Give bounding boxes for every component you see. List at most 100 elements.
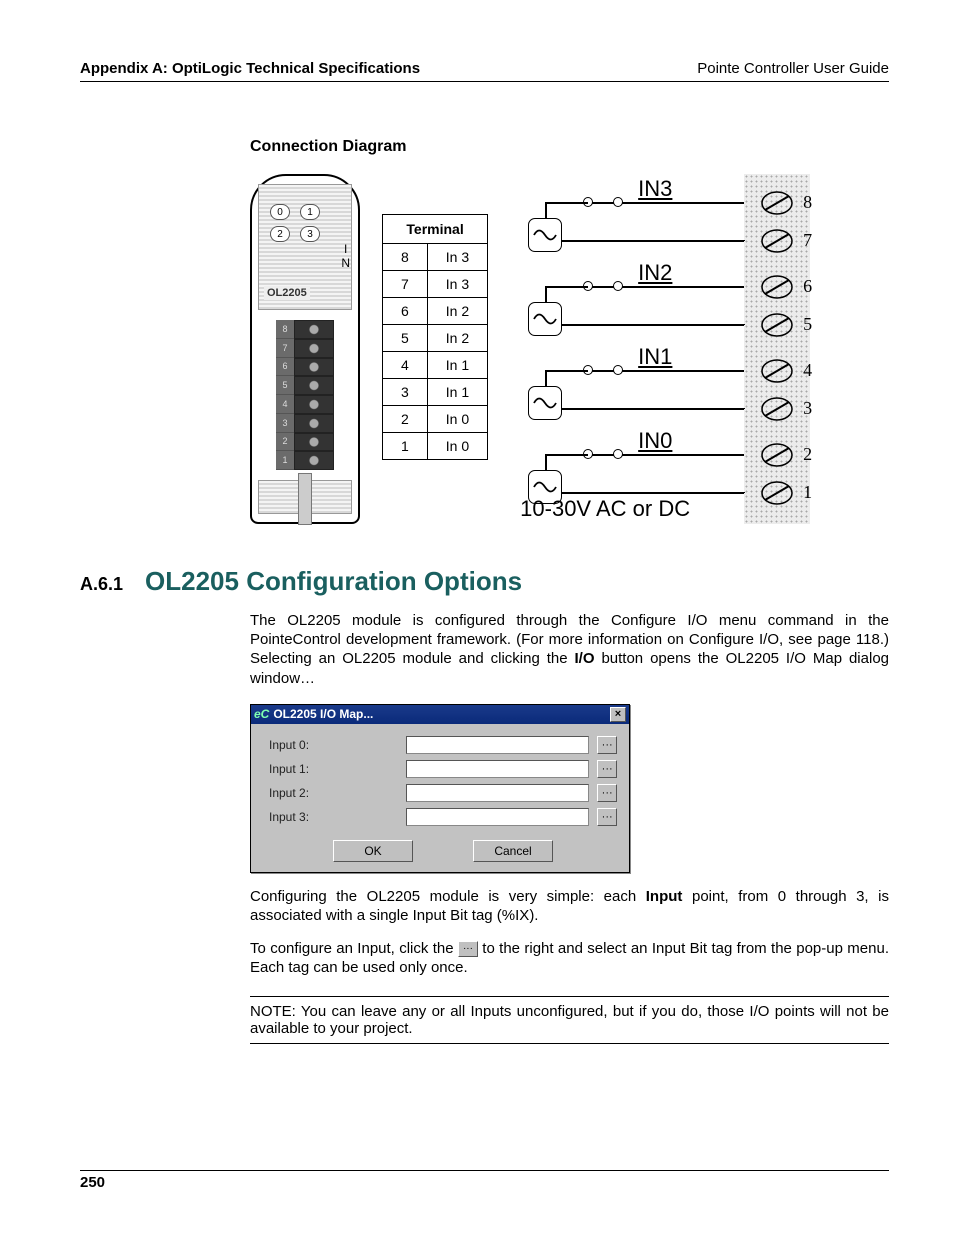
header-right: Pointe Controller User Guide xyxy=(697,60,889,77)
module-screw xyxy=(294,320,334,339)
module-screw xyxy=(294,395,334,414)
input-field-3[interactable] xyxy=(406,808,589,826)
wiring-screw-number: 4 xyxy=(803,360,812,381)
module-product-label: OL2205 xyxy=(264,286,310,300)
note-box: NOTE: You can leave any or all Inputs un… xyxy=(250,996,889,1044)
input-label-1: Input 1: xyxy=(269,762,398,776)
dialog-input-row: Input 2:··· xyxy=(269,784,617,802)
wire-node xyxy=(613,449,623,459)
wiring-screw xyxy=(760,228,794,254)
module-screw xyxy=(294,339,334,358)
dialog-input-row: Input 0: ··· xyxy=(269,736,617,754)
table-row: 6In 2 xyxy=(383,298,488,325)
wiring-screw-number: 6 xyxy=(803,276,812,297)
table-row: 4In 1 xyxy=(383,352,488,379)
browse-button[interactable]: ··· xyxy=(597,808,617,826)
wiring-screw-number: 1 xyxy=(803,482,812,503)
table-cell: 1 xyxy=(383,433,428,460)
wiring-screw-number: 8 xyxy=(803,192,812,213)
table-cell: In 2 xyxy=(427,298,487,325)
table-row: 8In 3 xyxy=(383,244,488,271)
module-graphic: 0 1 2 3 IN OL2205 87654321 xyxy=(250,174,360,524)
wiring-screw-number: 3 xyxy=(803,398,812,419)
module-terminal-num: 8 xyxy=(276,320,294,339)
input-label: IN3 xyxy=(638,176,672,202)
paragraph-1: The OL2205 module is configured through … xyxy=(250,611,889,688)
wire-node xyxy=(613,365,623,375)
module-terminal-block: 87654321 xyxy=(276,320,334,470)
input-field-2[interactable] xyxy=(406,784,589,802)
browse-button[interactable]: ··· xyxy=(597,736,617,754)
table-cell: In 0 xyxy=(427,406,487,433)
table-cell: 4 xyxy=(383,352,428,379)
wiring-screw-number: 7 xyxy=(803,230,812,251)
browse-button[interactable]: ··· xyxy=(597,760,617,778)
wiring-screw xyxy=(760,442,794,468)
ac-source-icon xyxy=(528,386,562,420)
input-field-0[interactable] xyxy=(406,736,589,754)
module-leds: 0 1 2 3 xyxy=(270,204,324,242)
wire-node xyxy=(613,281,623,291)
terminal-strip xyxy=(744,174,810,524)
led-0: 0 xyxy=(270,204,290,220)
table-row: 3In 1 xyxy=(383,379,488,406)
table-cell: 5 xyxy=(383,325,428,352)
terminal-table: Terminal 8In 37In 36In 25In 24In 13In 12… xyxy=(382,214,488,460)
terminal-table-header: Terminal xyxy=(383,215,488,244)
module-terminal-num: 3 xyxy=(276,414,294,433)
header-left: Appendix A: OptiLogic Technical Specific… xyxy=(80,60,420,77)
dialog-icon: eC xyxy=(254,707,269,721)
dialog-input-row: Input 1: ··· xyxy=(269,760,617,778)
close-icon[interactable]: × xyxy=(610,707,626,722)
paragraph-3: To configure an Input, click the ··· to … xyxy=(250,939,889,977)
led-column-label: IN xyxy=(341,242,350,270)
led-2: 2 xyxy=(270,226,290,242)
table-cell: In 3 xyxy=(427,271,487,298)
wiring-screw-number: 5 xyxy=(803,314,812,335)
module-screw xyxy=(294,414,334,433)
input-label: IN1 xyxy=(638,344,672,370)
connection-diagram-heading: Connection Diagram xyxy=(250,138,889,156)
ellipsis-icon[interactable]: ··· xyxy=(458,941,478,957)
dialog-title: OL2205 I/O Map... xyxy=(273,707,373,721)
browse-button[interactable]: ··· xyxy=(597,784,617,802)
module-terminal-num: 2 xyxy=(276,433,294,452)
module-terminal-num: 7 xyxy=(276,339,294,358)
ac-source-icon xyxy=(528,218,562,252)
input-field-1[interactable] xyxy=(406,760,589,778)
module-terminal-num: 6 xyxy=(276,358,294,377)
ok-button[interactable]: OK xyxy=(333,840,413,862)
table-cell: In 2 xyxy=(427,325,487,352)
module-screw xyxy=(294,358,334,377)
section-title: OL2205 Configuration Options xyxy=(145,566,522,597)
ac-source-icon xyxy=(528,302,562,336)
module-screw xyxy=(294,376,334,395)
wiring-screw xyxy=(760,396,794,422)
wiring-screw xyxy=(760,358,794,384)
table-cell: 3 xyxy=(383,379,428,406)
input-label-0: Input 0: xyxy=(269,738,398,752)
table-cell: 2 xyxy=(383,406,428,433)
diagram-row: 0 1 2 3 IN OL2205 87654321 Terminal xyxy=(250,174,889,524)
page-number: 250 xyxy=(80,1170,889,1191)
module-screw xyxy=(294,451,334,470)
module-screw xyxy=(294,433,334,452)
dialog-input-row: Input 3:··· xyxy=(269,808,617,826)
wiring-screw-number: 2 xyxy=(803,444,812,465)
table-cell: 7 xyxy=(383,271,428,298)
table-cell: 8 xyxy=(383,244,428,271)
io-map-dialog: eC OL2205 I/O Map... × Input 0:···Input … xyxy=(250,704,630,873)
module-terminal-num: 4 xyxy=(276,395,294,414)
module-terminal-num: 1 xyxy=(276,451,294,470)
voltage-label: 10-30V AC or DC xyxy=(520,496,690,522)
page-header: Appendix A: OptiLogic Technical Specific… xyxy=(80,60,889,82)
table-cell: In 1 xyxy=(427,379,487,406)
wiring-screw xyxy=(760,480,794,506)
wire-node xyxy=(613,197,623,207)
table-row: 1In 0 xyxy=(383,433,488,460)
led-1: 1 xyxy=(300,204,320,220)
table-row: 7In 3 xyxy=(383,271,488,298)
dialog-titlebar[interactable]: eC OL2205 I/O Map... × xyxy=(251,705,629,724)
cancel-button[interactable]: Cancel xyxy=(473,840,553,862)
table-cell: 6 xyxy=(383,298,428,325)
